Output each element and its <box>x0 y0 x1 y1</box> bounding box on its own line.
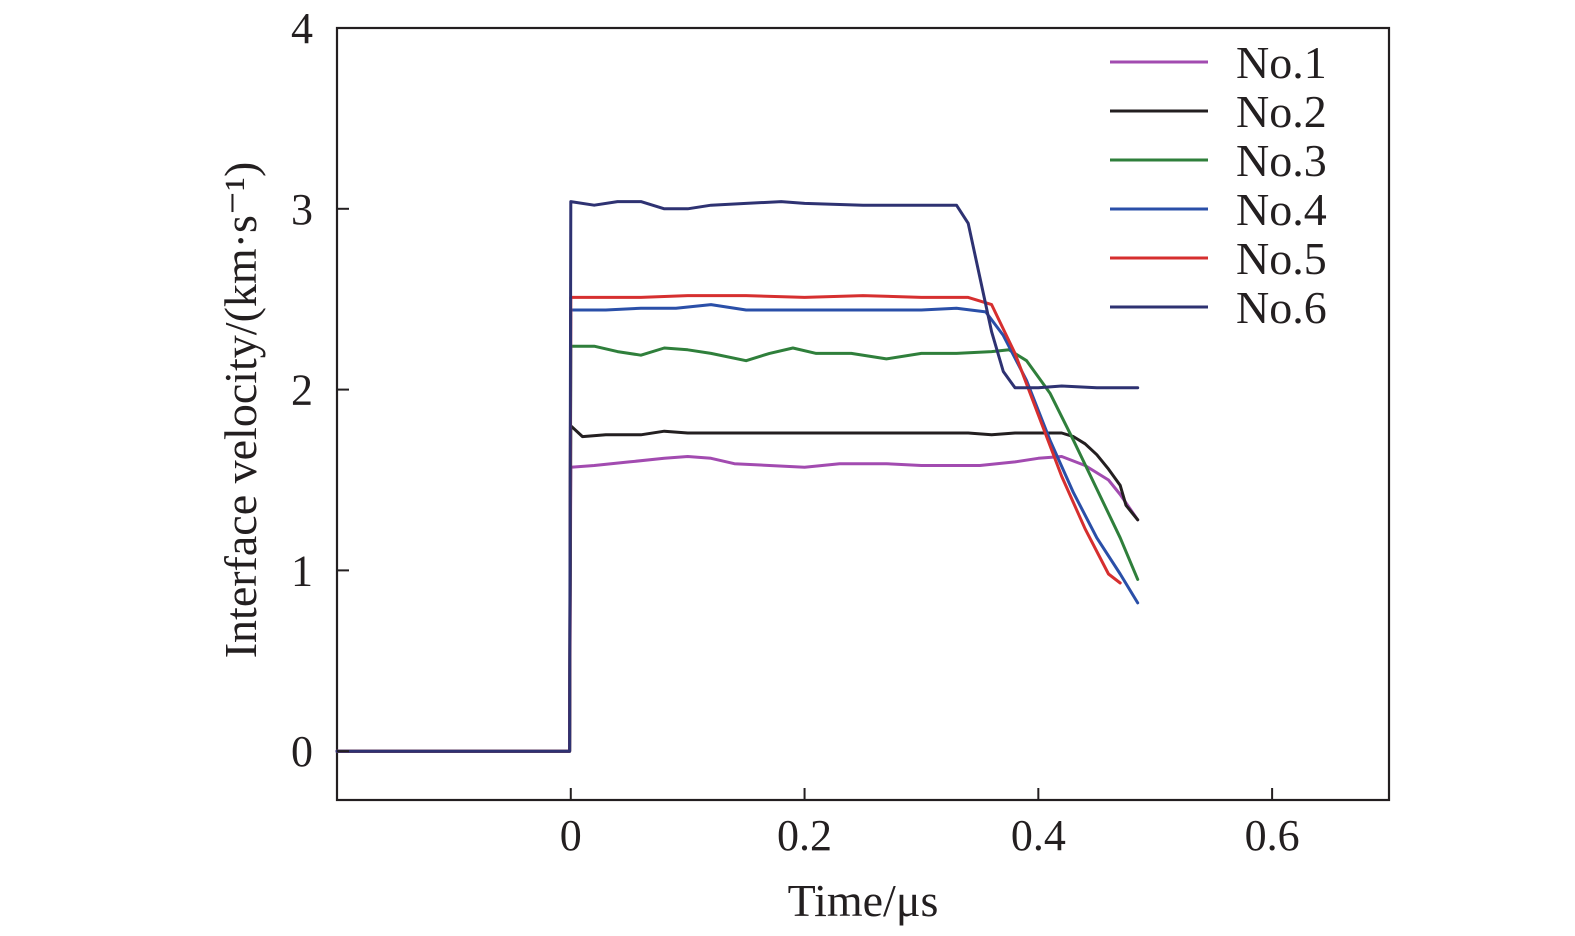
y-tick-label: 0 <box>291 727 313 776</box>
y-tick-label: 3 <box>291 185 313 234</box>
series-line-no-6 <box>335 200 1140 753</box>
legend-label: No.6 <box>1236 282 1327 333</box>
series-line-no-2 <box>335 424 1140 753</box>
series-line-no-5 <box>335 294 1122 753</box>
y-tick-label: 4 <box>291 4 313 53</box>
legend: No.1No.2No.3No.4No.5No.6 <box>1110 37 1327 333</box>
series-lines <box>335 200 1140 753</box>
y-axis-label: Interface velocity/(km·s⁻¹) <box>215 162 266 659</box>
x-tick-label: 0.6 <box>1245 811 1300 860</box>
axis-ticks: 0 0.2 0.4 0.6 0 1 2 3 4 <box>291 4 1300 860</box>
x-tick-label: 0 <box>560 811 582 860</box>
x-tick-label: 0.2 <box>777 811 832 860</box>
series-line-no-1 <box>335 455 1140 753</box>
plot-area <box>335 26 1391 802</box>
legend-label: No.3 <box>1236 135 1327 186</box>
series-line-no-3 <box>335 344 1140 753</box>
legend-label: No.4 <box>1236 184 1327 235</box>
y-tick-label: 2 <box>291 366 313 415</box>
plot-frame <box>335 26 1391 802</box>
y-tick-label: 1 <box>291 546 313 595</box>
x-tick-label: 0.4 <box>1011 811 1066 860</box>
legend-label: No.1 <box>1236 37 1327 88</box>
series-line-no-4 <box>335 303 1140 753</box>
legend-label: No.2 <box>1236 86 1327 137</box>
legend-label: No.5 <box>1236 233 1327 284</box>
x-axis-label: Time/μs <box>788 875 939 926</box>
